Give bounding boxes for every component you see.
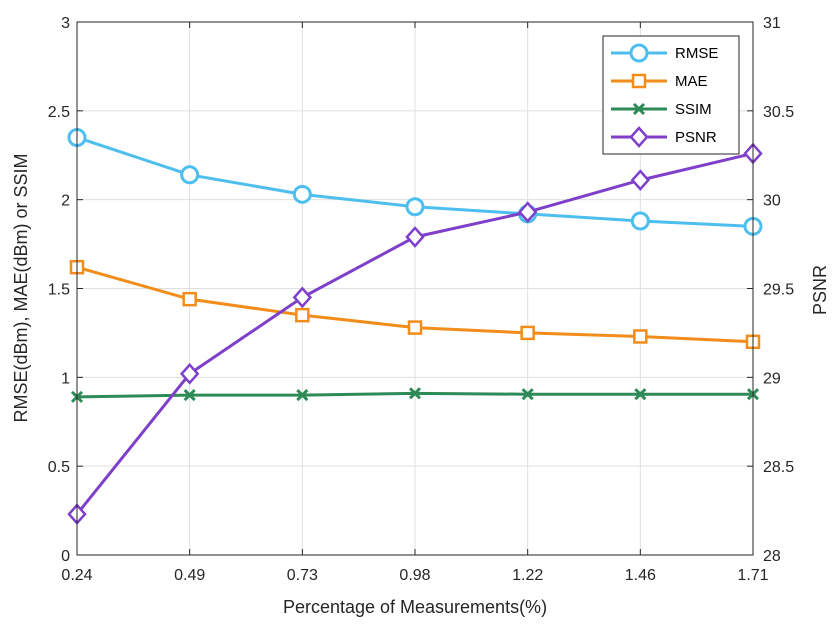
data-point-psnr — [630, 169, 651, 192]
legend-marker — [631, 73, 647, 89]
data-point-rmse — [180, 165, 200, 185]
x-tick-label: 0.24 — [61, 567, 92, 584]
legend-item-rmse: RMSE — [611, 43, 718, 63]
tick-layer: 0.24 0.49 0.73 0.98 1.22 1.46 1.71 0 0.5 1 1.5 2 2.5… — [48, 15, 794, 584]
data-point-psnr — [405, 226, 425, 248]
data-point-ssim — [183, 389, 196, 402]
data-point-mae — [407, 320, 423, 335]
data-point-mae — [182, 291, 197, 307]
data-point-ssim — [634, 388, 647, 401]
series-ssim — [70, 387, 760, 403]
y-left-tick-label: 2 — [61, 193, 70, 210]
data-point-ssim — [408, 387, 422, 400]
x-tick-label: 0.98 — [399, 567, 430, 584]
legend-marker — [632, 102, 646, 116]
data-point-mae — [520, 325, 535, 341]
legend-box — [602, 35, 740, 155]
legend-marker — [629, 43, 649, 63]
data-point-rmse — [405, 197, 425, 217]
data-point-rmse — [630, 211, 650, 231]
y-left-tick-label: 0 — [61, 548, 70, 565]
y-left-tick-label: 1.5 — [48, 282, 70, 299]
y-right-tick-label: 30 — [763, 193, 781, 210]
y-left-tick-label: 2.5 — [48, 104, 70, 121]
x-tick-label: 1.46 — [625, 567, 656, 584]
legend-label: RMSE — [675, 45, 718, 62]
y-right-tick-label: 30.5 — [763, 104, 794, 121]
data-point-psnr — [179, 362, 200, 385]
data-point-ssim — [521, 388, 534, 401]
legend-label: MAE — [675, 73, 708, 90]
y-left-tick-label: 3 — [61, 15, 70, 32]
y-left-tick-label: 0.5 — [48, 459, 70, 476]
legend-label: SSIM — [675, 101, 712, 118]
data-point-psnr — [292, 286, 313, 309]
legend-item-ssim: SSIM — [611, 101, 712, 118]
legend-label: PSNR — [675, 129, 717, 146]
data-point-psnr — [517, 201, 538, 223]
y-right-tick-label: 28.5 — [763, 459, 794, 476]
legend-item-psnr: PSNR — [611, 126, 717, 148]
x-tick-label: 1.71 — [737, 567, 768, 584]
y-axis-label-right: PSNR — [810, 265, 830, 315]
legend: RMSE MAE SSIM PSNR — [602, 35, 740, 155]
x-tick-label: 1.22 — [512, 567, 543, 584]
legend-marker — [629, 126, 649, 148]
x-tick-label: 0.49 — [174, 567, 205, 584]
y-axis-label-left: RMSE(dBm), MAE(dBm) or SSIM — [11, 153, 31, 422]
x-axis-label: Percentage of Measurements(%) — [283, 597, 547, 617]
y-left-tick-label: 1 — [61, 370, 70, 387]
data-point-mae — [295, 307, 310, 323]
data-point-ssim — [296, 389, 309, 402]
data-point-rmse — [292, 184, 312, 204]
y-right-tick-label: 31 — [763, 15, 781, 32]
legend-item-mae: MAE — [611, 73, 708, 90]
data-point-mae — [633, 329, 648, 344]
y-right-tick-label: 29.5 — [763, 282, 794, 299]
y-right-tick-label: 29 — [763, 370, 781, 387]
y-right-tick-label: 28 — [763, 548, 781, 565]
x-tick-label: 0.73 — [287, 567, 318, 584]
